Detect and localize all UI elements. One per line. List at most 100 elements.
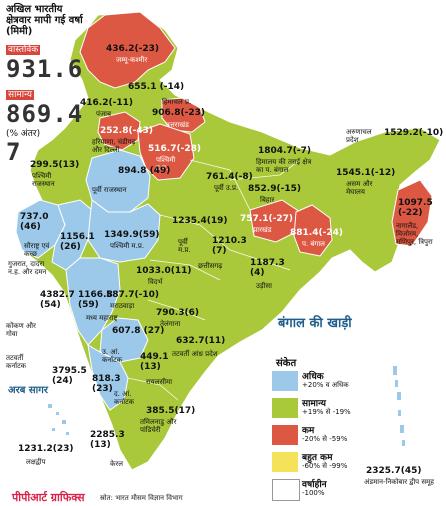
andaman-name: अंडमान-निकोबार द्वीप समूह: [364, 478, 434, 486]
legend-item-deficient: कम -20% से -59%: [270, 423, 390, 450]
departure-value: 7: [6, 138, 22, 166]
capr-value: 632.7(11): [176, 336, 226, 346]
rayalaseema-name: रायलसीमा: [146, 378, 173, 386]
mmah-value: 1166.8 (59): [78, 290, 113, 310]
odisha-name: उड़ीसा: [256, 282, 272, 290]
wraj-value: 299.5(13): [30, 160, 80, 170]
brand-credit: पीपीआर्ट ग्राफिक्स: [12, 491, 85, 504]
tn-name: तमिलनाडु और पांडिचेरी: [140, 418, 177, 434]
region-gangetic-wb: [293, 204, 333, 257]
nik-value: 607.8 (27): [112, 326, 165, 336]
wup-value: 516.7(-28): [148, 144, 201, 154]
cka-name: तटवर्ती कर्नाटक: [6, 354, 26, 370]
assam-value: 1545.1(-12): [336, 168, 396, 178]
lakshadweep-islands: [48, 404, 69, 435]
bihar-name: बिहार: [260, 196, 275, 204]
region-east-rajasthan: [85, 149, 151, 213]
region-west-up: [137, 123, 195, 181]
konkan-name: कोंकण और गोवा: [6, 322, 36, 338]
legend-item-no-rain: वर्षाहीन -100%: [270, 477, 390, 504]
region-haryana-delhi: [97, 111, 141, 151]
eraj-value: 894.8 (49): [118, 166, 171, 176]
haryana-name: हरियाणा, चंडीगढ़ और दिल्ली: [92, 138, 136, 154]
legend-name-scanty: बहुत कम: [302, 453, 333, 463]
legend-range-no-rain: -100%: [302, 489, 325, 497]
telangana-value: 790.3(6): [156, 308, 199, 318]
vidarbha-name: विदर्भ: [148, 278, 163, 286]
region-jammu-kashmir: [79, 11, 176, 89]
jharkhand-name: झारखंड: [252, 226, 272, 234]
uk-value: 906.8(-23): [152, 108, 205, 118]
odisha-value: 1187.3 (4): [250, 258, 285, 278]
legend-swatch-deficient: [272, 425, 298, 445]
nik-name: उ. आं. कर्नाटक: [102, 348, 122, 364]
chhattisgarh-name: छत्तीसगढ़: [198, 262, 223, 270]
shwb-name: हिमालय की तराई क्षेत्र का प. बंगाल: [256, 158, 312, 174]
legend-item-scanty: बहुत कम -60% से -99%: [270, 450, 390, 477]
eup-name: पूर्वी उ.प्र.: [214, 184, 239, 192]
andaman-islands: [393, 366, 405, 446]
wmp-name: पश्चिमी म.प्र.: [110, 242, 145, 250]
arunachal-value: 1529.2(-10): [384, 128, 444, 138]
actual-label: वास्तविक: [6, 45, 41, 55]
normal-value: 869.4: [6, 100, 84, 128]
gwb-value: 881.4(-24): [290, 228, 343, 238]
saurashtra-value: 737.0 (46): [20, 212, 49, 232]
sik-value: 818.3 (23): [92, 374, 121, 394]
region-maharashtra-west: [65, 257, 121, 346]
gwb-name: प. बंगाल: [302, 240, 325, 248]
legend-name-normal: सामान्य: [302, 399, 327, 409]
map-title: अखिल भारतीय क्षेत्रवार मापी गई वर्षा (मि…: [6, 4, 83, 37]
gujarat-name: गुजरात, दादरा न.ह. और दमन: [8, 260, 47, 276]
capr-name: तटवर्ती आंध्र प्रदेश: [172, 350, 218, 358]
legend-range-normal: +19% से -19%: [302, 408, 351, 416]
legend-range-deficient: -20% से -59%: [302, 435, 348, 443]
assam-name: असम और मेघालय: [346, 180, 373, 196]
subdivision-borders: [127, 159, 301, 401]
legend: संकेत अधिक +20% व अधिक सामान्य +19% से -…: [270, 355, 390, 504]
uk-name: उत्तराखंड: [166, 121, 189, 129]
region-west-mp: [87, 199, 161, 263]
source-credit: स्रोत: भारत मौसम विज्ञान विभाग: [100, 494, 183, 502]
footer: पीपीआर्ट ग्राफिक्स स्रोत: भारत मौसम विज्…: [0, 491, 446, 506]
kerala-value: 2285.3 (13): [90, 430, 125, 450]
punjab-value: 416.2(-11): [80, 98, 133, 108]
legend-swatch-scanty: [272, 452, 298, 472]
wup-name: पश्चिमी उ.प्र.: [156, 156, 176, 172]
legend-range-excess: +20% व अधिक: [302, 381, 349, 389]
nmmt-name: नागालैंड, मिजोरम, मणिपुर, त्रिपुरा: [396, 222, 433, 246]
legend-item-excess: अधिक +20% व अधिक: [270, 369, 390, 396]
jharkhand-value: 757.1(-27): [240, 214, 293, 224]
vidarbha-value: 1033.0(11): [136, 266, 192, 276]
legend-item-normal: सामान्य +19% से -19%: [270, 396, 390, 423]
chhattisgarh-value: 1210.3 (7): [212, 236, 247, 256]
jk-value: 436.2(-23): [106, 44, 159, 54]
konkan-value: 4382.7 (54): [40, 290, 75, 310]
normal-label: सामान्य: [6, 90, 35, 100]
marathwada-value: 587.7(-10): [106, 290, 159, 300]
arunachal-name: अरुणाचल प्रदेश: [346, 128, 372, 144]
actual-value: 931.6: [6, 55, 84, 83]
marathwada-name: मराठवाड़ा: [110, 302, 135, 310]
region-karnataka-south: [87, 344, 129, 411]
region-nmmt: [391, 179, 433, 247]
gujarat-value: 1156.1 (26): [60, 232, 95, 252]
mmah-name: मध्य महाराष्ट्र: [86, 314, 118, 322]
emp-name: पूर्वी म.प्र.: [178, 238, 191, 254]
telangana-name: तेलंगाना: [160, 320, 181, 328]
saurashtra-name: सौराष्ट्र एवं कच्छ: [24, 242, 50, 258]
bihar-value: 852.9(-15): [248, 184, 301, 194]
legend-name-excess: अधिक: [302, 372, 324, 382]
nmmt-value: 1097.5 (-22): [398, 198, 433, 218]
bay-of-bengal-label: बंगाल की खाड़ी: [278, 316, 352, 331]
legend-swatch-no-rain: [272, 479, 300, 501]
sik-name: द. आं. कर्नाटक: [114, 390, 134, 406]
legend-swatch-excess: [272, 371, 298, 391]
legend-title: संकेत: [276, 358, 297, 369]
arabian-sea-label: अरब सागर: [8, 385, 48, 396]
wmp-value: 1349.9(59): [104, 230, 160, 240]
legend-range-scanty: -60% से -99%: [302, 462, 348, 470]
hp-name: हिमाचल प्र.: [162, 98, 192, 106]
